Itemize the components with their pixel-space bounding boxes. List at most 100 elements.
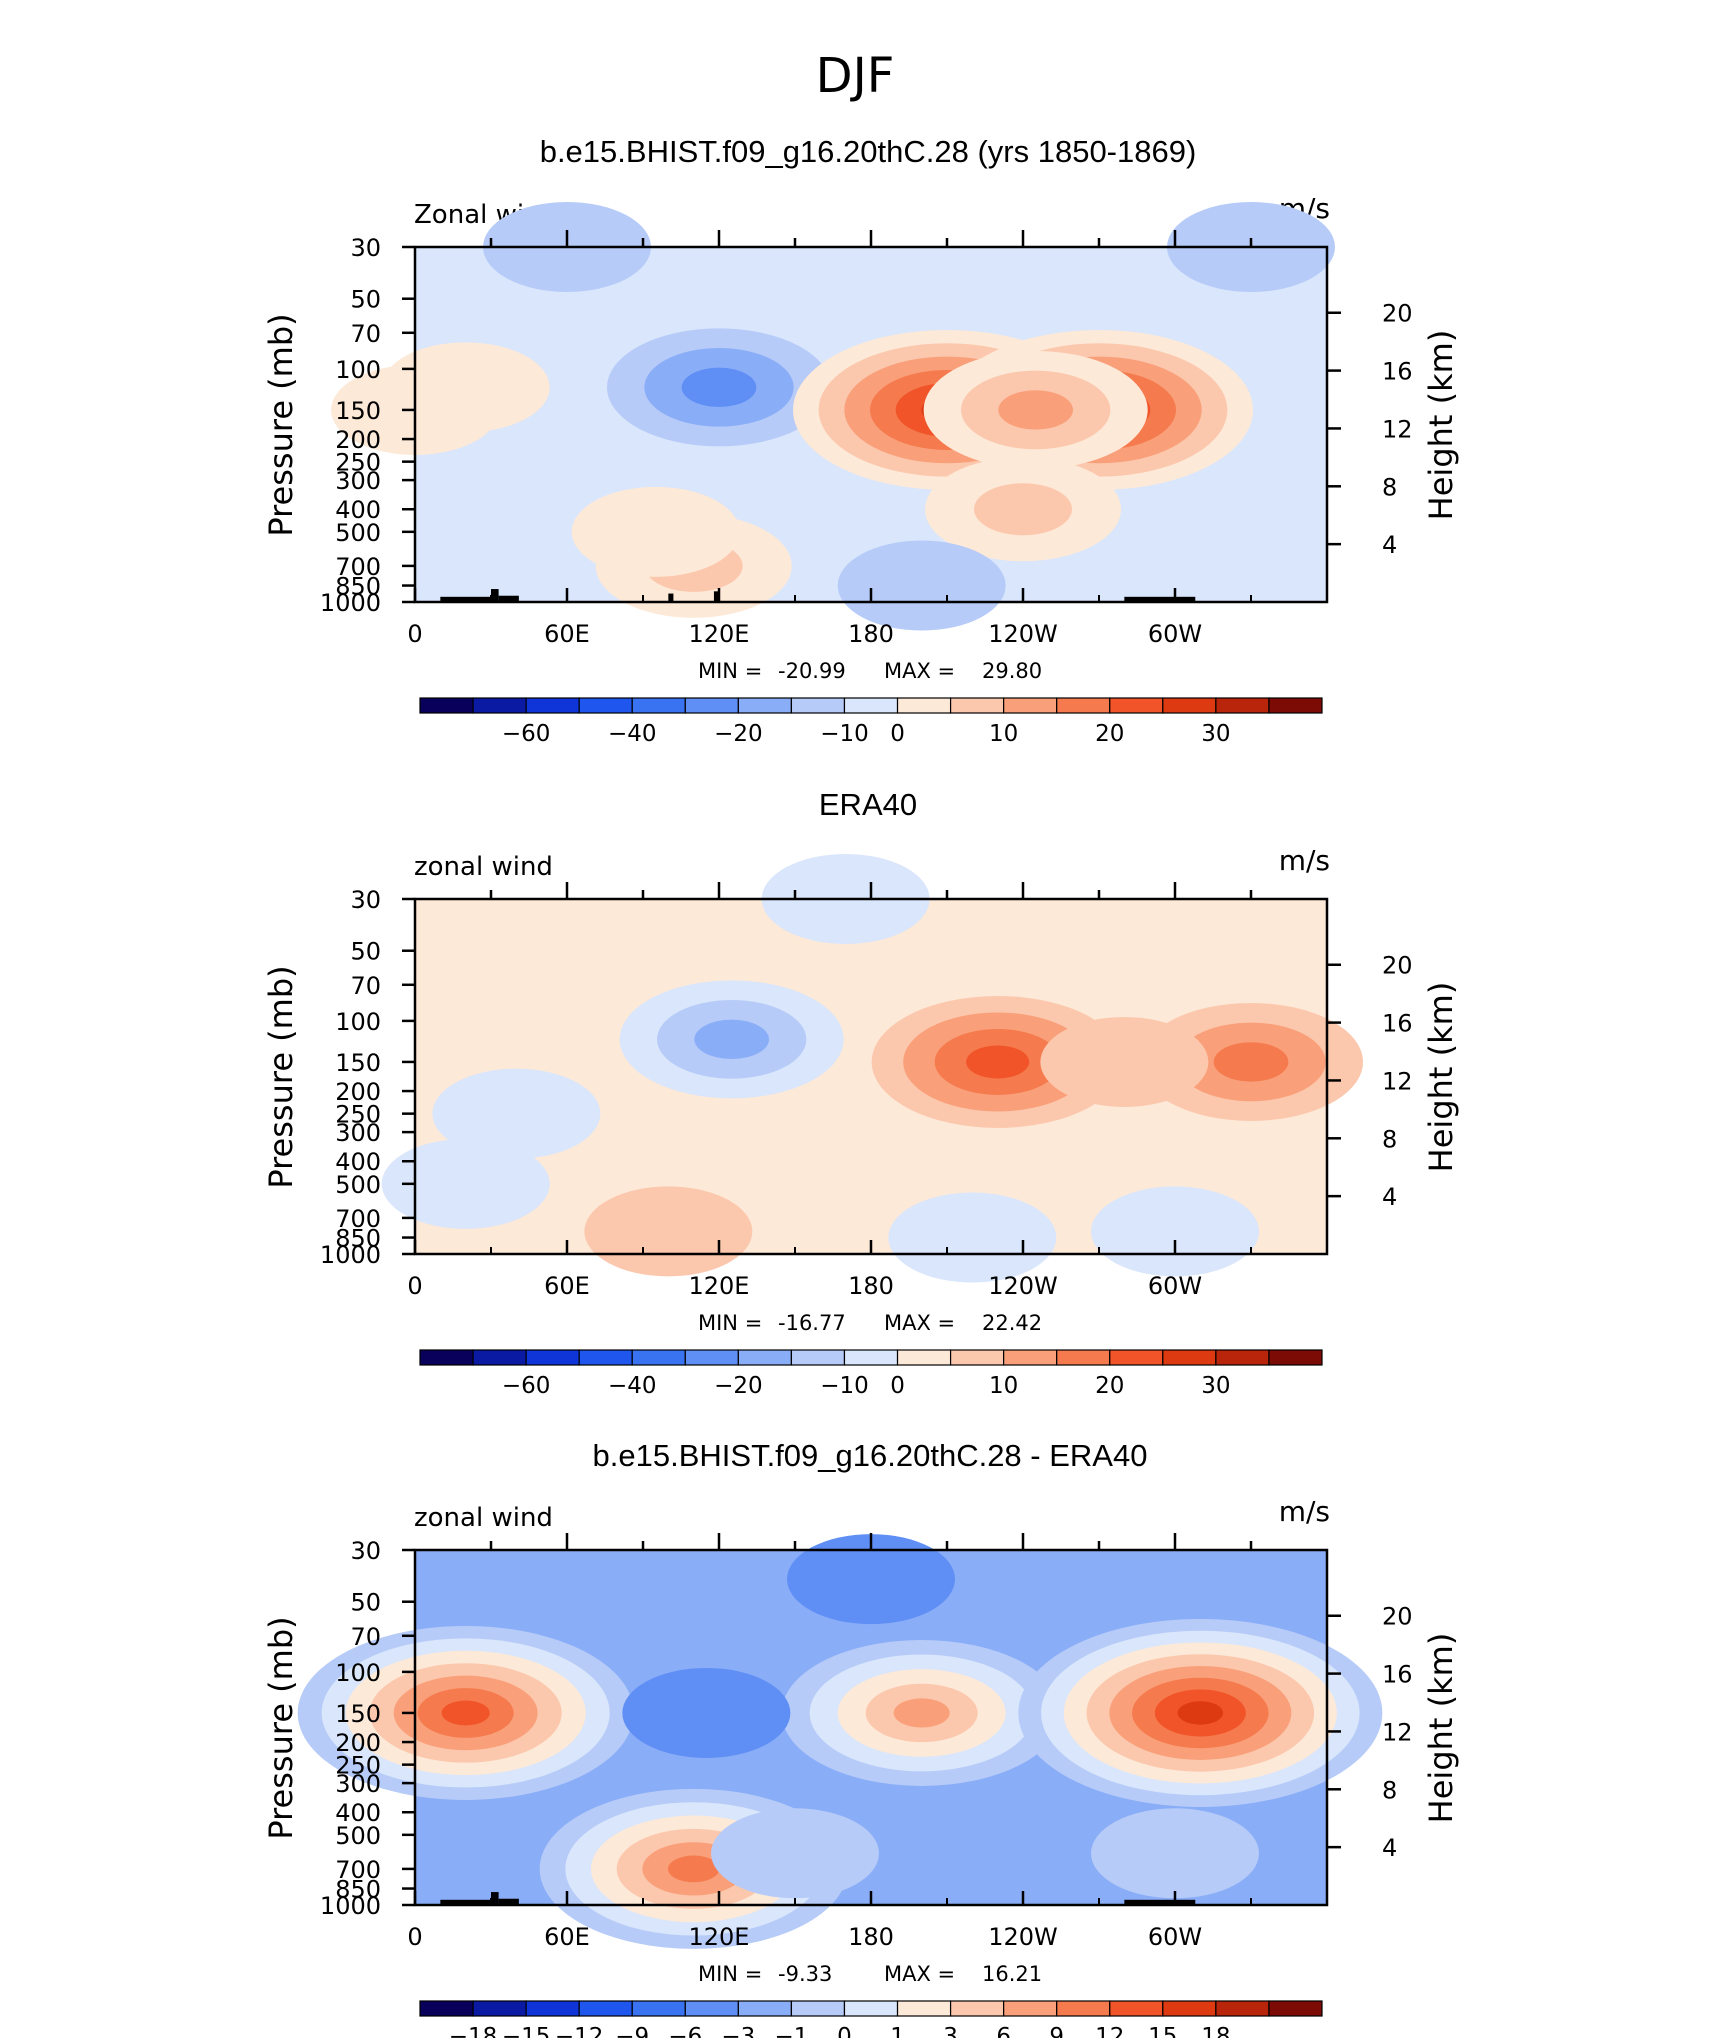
colorbar-swatch [419,2000,474,2017]
colorbar-label: −1 [774,2024,808,2038]
y-tick-label: 1000 [320,1892,381,1920]
panel-title: b.e15.BHIST.f09_g16.20thC.28 (yrs 1850-1… [540,134,1197,169]
contour-band [571,486,740,577]
colorbar-swatch [1268,2000,1323,2017]
figure-title: DJF [816,48,895,104]
colorbar-swatch [419,1349,474,1366]
y-right-tick-label: 20 [1382,300,1413,328]
y-tick-label: 250 [335,1101,381,1129]
colorbar-label: −20 [714,1373,763,1399]
topography [440,1892,1196,1905]
colorbar-swatch [737,1349,793,1366]
y-tick-label: 100 [335,1008,381,1036]
contour-band [694,1019,770,1060]
colorbar-swatch [684,697,739,714]
y-tick-label: 30 [350,234,381,262]
y-tick-label: 200 [335,426,381,454]
y-right-tick-label: 20 [1382,952,1413,980]
colorbar-label: −18 [449,2024,498,2038]
y-right-tick-label: 16 [1382,1010,1413,1038]
y-tick-label: 850 [335,573,381,601]
y-tick-label: 50 [350,938,381,966]
contour-band [1040,1016,1209,1107]
colorbar-label: −9 [615,2024,649,2038]
colorbar-label: 15 [1148,2024,1177,2038]
colorbar-label: −6 [668,2024,702,2038]
contour-band [1213,1042,1289,1082]
colorbar-label: 12 [1095,2024,1124,2038]
topography-block [713,591,719,602]
colorbar-swatch [1162,697,1217,714]
colorbar-label: −12 [555,2024,604,2038]
colorbar-label: −3 [721,2024,755,2038]
colorbar-label: −20 [714,721,763,747]
left-label: zonal wind [414,1503,553,1533]
colorbar-swatch [1215,697,1270,714]
colorbar-swatch [631,1349,686,1366]
y-tick-label: 70 [350,1623,381,1651]
contour-band [681,367,757,408]
colorbar-swatch [578,697,633,714]
contour-band [966,1045,1030,1079]
colorbar-swatch [684,1349,739,1366]
y-axis-label: Pressure (mb) [262,313,300,536]
contour-band [1091,1186,1259,1277]
colorbar-label: −60 [502,721,551,747]
panel-model: b.e15.BHIST.f09_g16.20thC.28 (yrs 1850-1… [262,134,1460,747]
x-tick-label: 60W [1148,620,1202,648]
topography-block [498,1898,519,1905]
max-value: 22.42 [982,1311,1042,1335]
max-label: MAX = [884,1962,955,1986]
colorbar-swatch [843,2000,899,2017]
colorbar-label: −60 [502,1373,551,1399]
y-axis-label-right: Height (km) [1422,1633,1460,1824]
y-tick-label: 250 [335,1752,381,1780]
colorbar-label: 30 [1201,721,1230,747]
colorbar-label: −15 [502,2024,551,2038]
colorbar-label: 9 [1049,2024,1064,2038]
max-value: 16.21 [982,1962,1042,1986]
colorbar-swatch [1162,2000,1217,2017]
y-tick-label: 200 [335,1078,381,1106]
contour-band [381,1138,550,1229]
y-tick-label: 250 [335,449,381,477]
x-tick-label: 120W [988,1923,1058,1951]
colorbar-swatch [949,1349,1005,1366]
y-tick-label: 150 [335,1049,381,1077]
colorbar-label: 0 [890,1373,905,1399]
x-tick-label: 120W [988,1272,1058,1300]
colorbar-swatch [949,2000,1005,2017]
y-tick-label: 150 [335,397,381,425]
y-tick-label: 500 [335,1822,381,1850]
y-right-tick-label: 20 [1382,1603,1413,1631]
contour-band [1091,1808,1259,1899]
colorbar-label: 18 [1201,2024,1230,2038]
colorbar-swatch [1162,1349,1217,1366]
contour-band [432,1068,601,1159]
topography-block [491,589,499,602]
x-tick-label: 120W [988,620,1058,648]
y-tick-label: 400 [335,1148,381,1176]
colorbar-swatch [1215,2000,1270,2017]
colorbar-label: 3 [943,2024,958,2038]
y-tick-label: 70 [350,320,381,348]
contour-band [668,1855,720,1883]
x-tick-label: 120E [689,1923,750,1951]
x-tick-label: 0 [407,620,422,648]
topography-block [491,1892,499,1905]
contour-band [787,1534,955,1625]
colorbar-swatch [419,697,474,714]
colorbar-swatch [525,2000,580,2017]
y-tick-label: 850 [335,1876,381,1904]
colorbar-swatch [472,697,527,714]
topography-block [1124,1899,1196,1905]
colorbar-swatch [896,1349,952,1366]
colorbar-swatch [737,2000,793,2017]
panel-title: ERA40 [819,787,917,822]
x-tick-label: 60E [544,1923,590,1951]
colorbar-swatch [843,697,899,714]
colorbar-swatch [1109,1349,1164,1366]
colorbar-swatch [896,2000,952,2017]
colorbar-swatch [790,697,846,714]
